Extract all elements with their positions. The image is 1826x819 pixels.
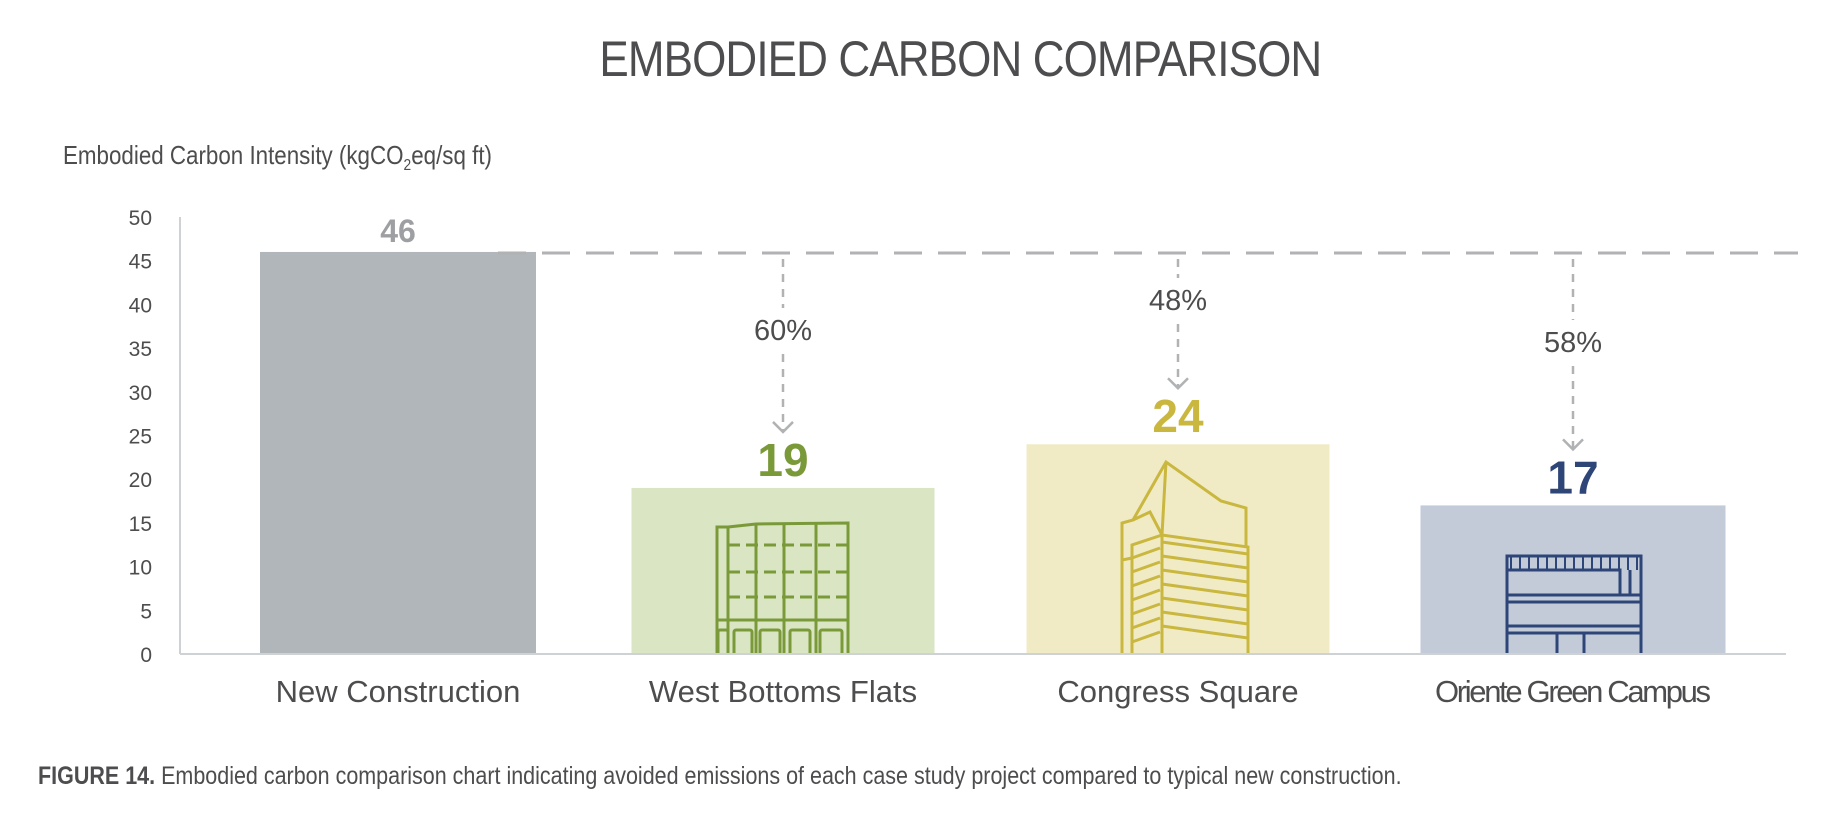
bar	[1026, 444, 1330, 654]
reduction-arrows: 60% 48% 58%	[754, 258, 1602, 452]
y-tick-label: 25	[129, 426, 152, 449]
value-labels: 46 19 24 17	[380, 213, 1598, 503]
category-label: Oriente Green Campus	[1435, 674, 1711, 709]
y-axis-label-subscript: 2	[403, 157, 412, 175]
y-tick-label: 5	[140, 600, 152, 623]
category-label: West Bottoms Flats	[649, 674, 917, 709]
reduction-percent-label: 60%	[754, 315, 812, 347]
value-label: 19	[757, 434, 808, 486]
y-tick-label: 10	[129, 557, 152, 580]
y-tick-label: 20	[129, 469, 152, 492]
reduction-percent-label: 48%	[1149, 285, 1207, 317]
category-label: New Construction	[276, 674, 521, 709]
figure-caption-text: Embodied carbon comparison chart indicat…	[155, 762, 1402, 790]
category-label: Congress Square	[1057, 674, 1298, 709]
building-grid-icon	[715, 521, 850, 654]
y-tick-label: 50	[129, 207, 152, 230]
y-axis-label: Embodied Carbon Intensity (kgCO2eq/sq ft…	[63, 140, 492, 175]
building-campus-icon	[1505, 554, 1643, 654]
y-tick-label: 30	[129, 382, 152, 405]
y-tick-label: 40	[129, 294, 152, 317]
y-tick-label: 45	[129, 251, 152, 274]
figure-label: FIGURE 14.	[38, 762, 156, 790]
building-angled-tower-icon	[1120, 459, 1250, 654]
value-label: 46	[380, 213, 416, 249]
building-icons	[715, 459, 1643, 654]
reduction-percent-label: 58%	[1544, 327, 1602, 359]
bar	[260, 251, 536, 654]
category-labels: New Construction West Bottoms Flats Congre…	[276, 674, 1711, 709]
y-axis-label-tail: eq/sq ft)	[411, 140, 492, 170]
y-axis-label-main: Embodied Carbon Intensity (kgCO	[63, 140, 404, 170]
reduction-arrow-head	[772, 421, 794, 434]
value-label: 24	[1152, 390, 1204, 442]
reduction-arrow-head	[1167, 377, 1189, 391]
y-tick-label: 35	[129, 338, 152, 361]
y-tick-label: 15	[129, 513, 152, 536]
y-axis-ticks: 0 5 10 15 20 25 30 35 40 45 50	[129, 207, 152, 667]
reduction-arrow-head	[1562, 438, 1584, 452]
chart-title: EMBODIED CARBON COMPARISON	[599, 31, 1322, 87]
y-tick-label: 0	[140, 644, 152, 667]
bar	[1420, 505, 1726, 654]
value-label: 17	[1547, 451, 1598, 503]
figure-caption: FIGURE 14. Embodied carbon comparison ch…	[38, 762, 1402, 791]
